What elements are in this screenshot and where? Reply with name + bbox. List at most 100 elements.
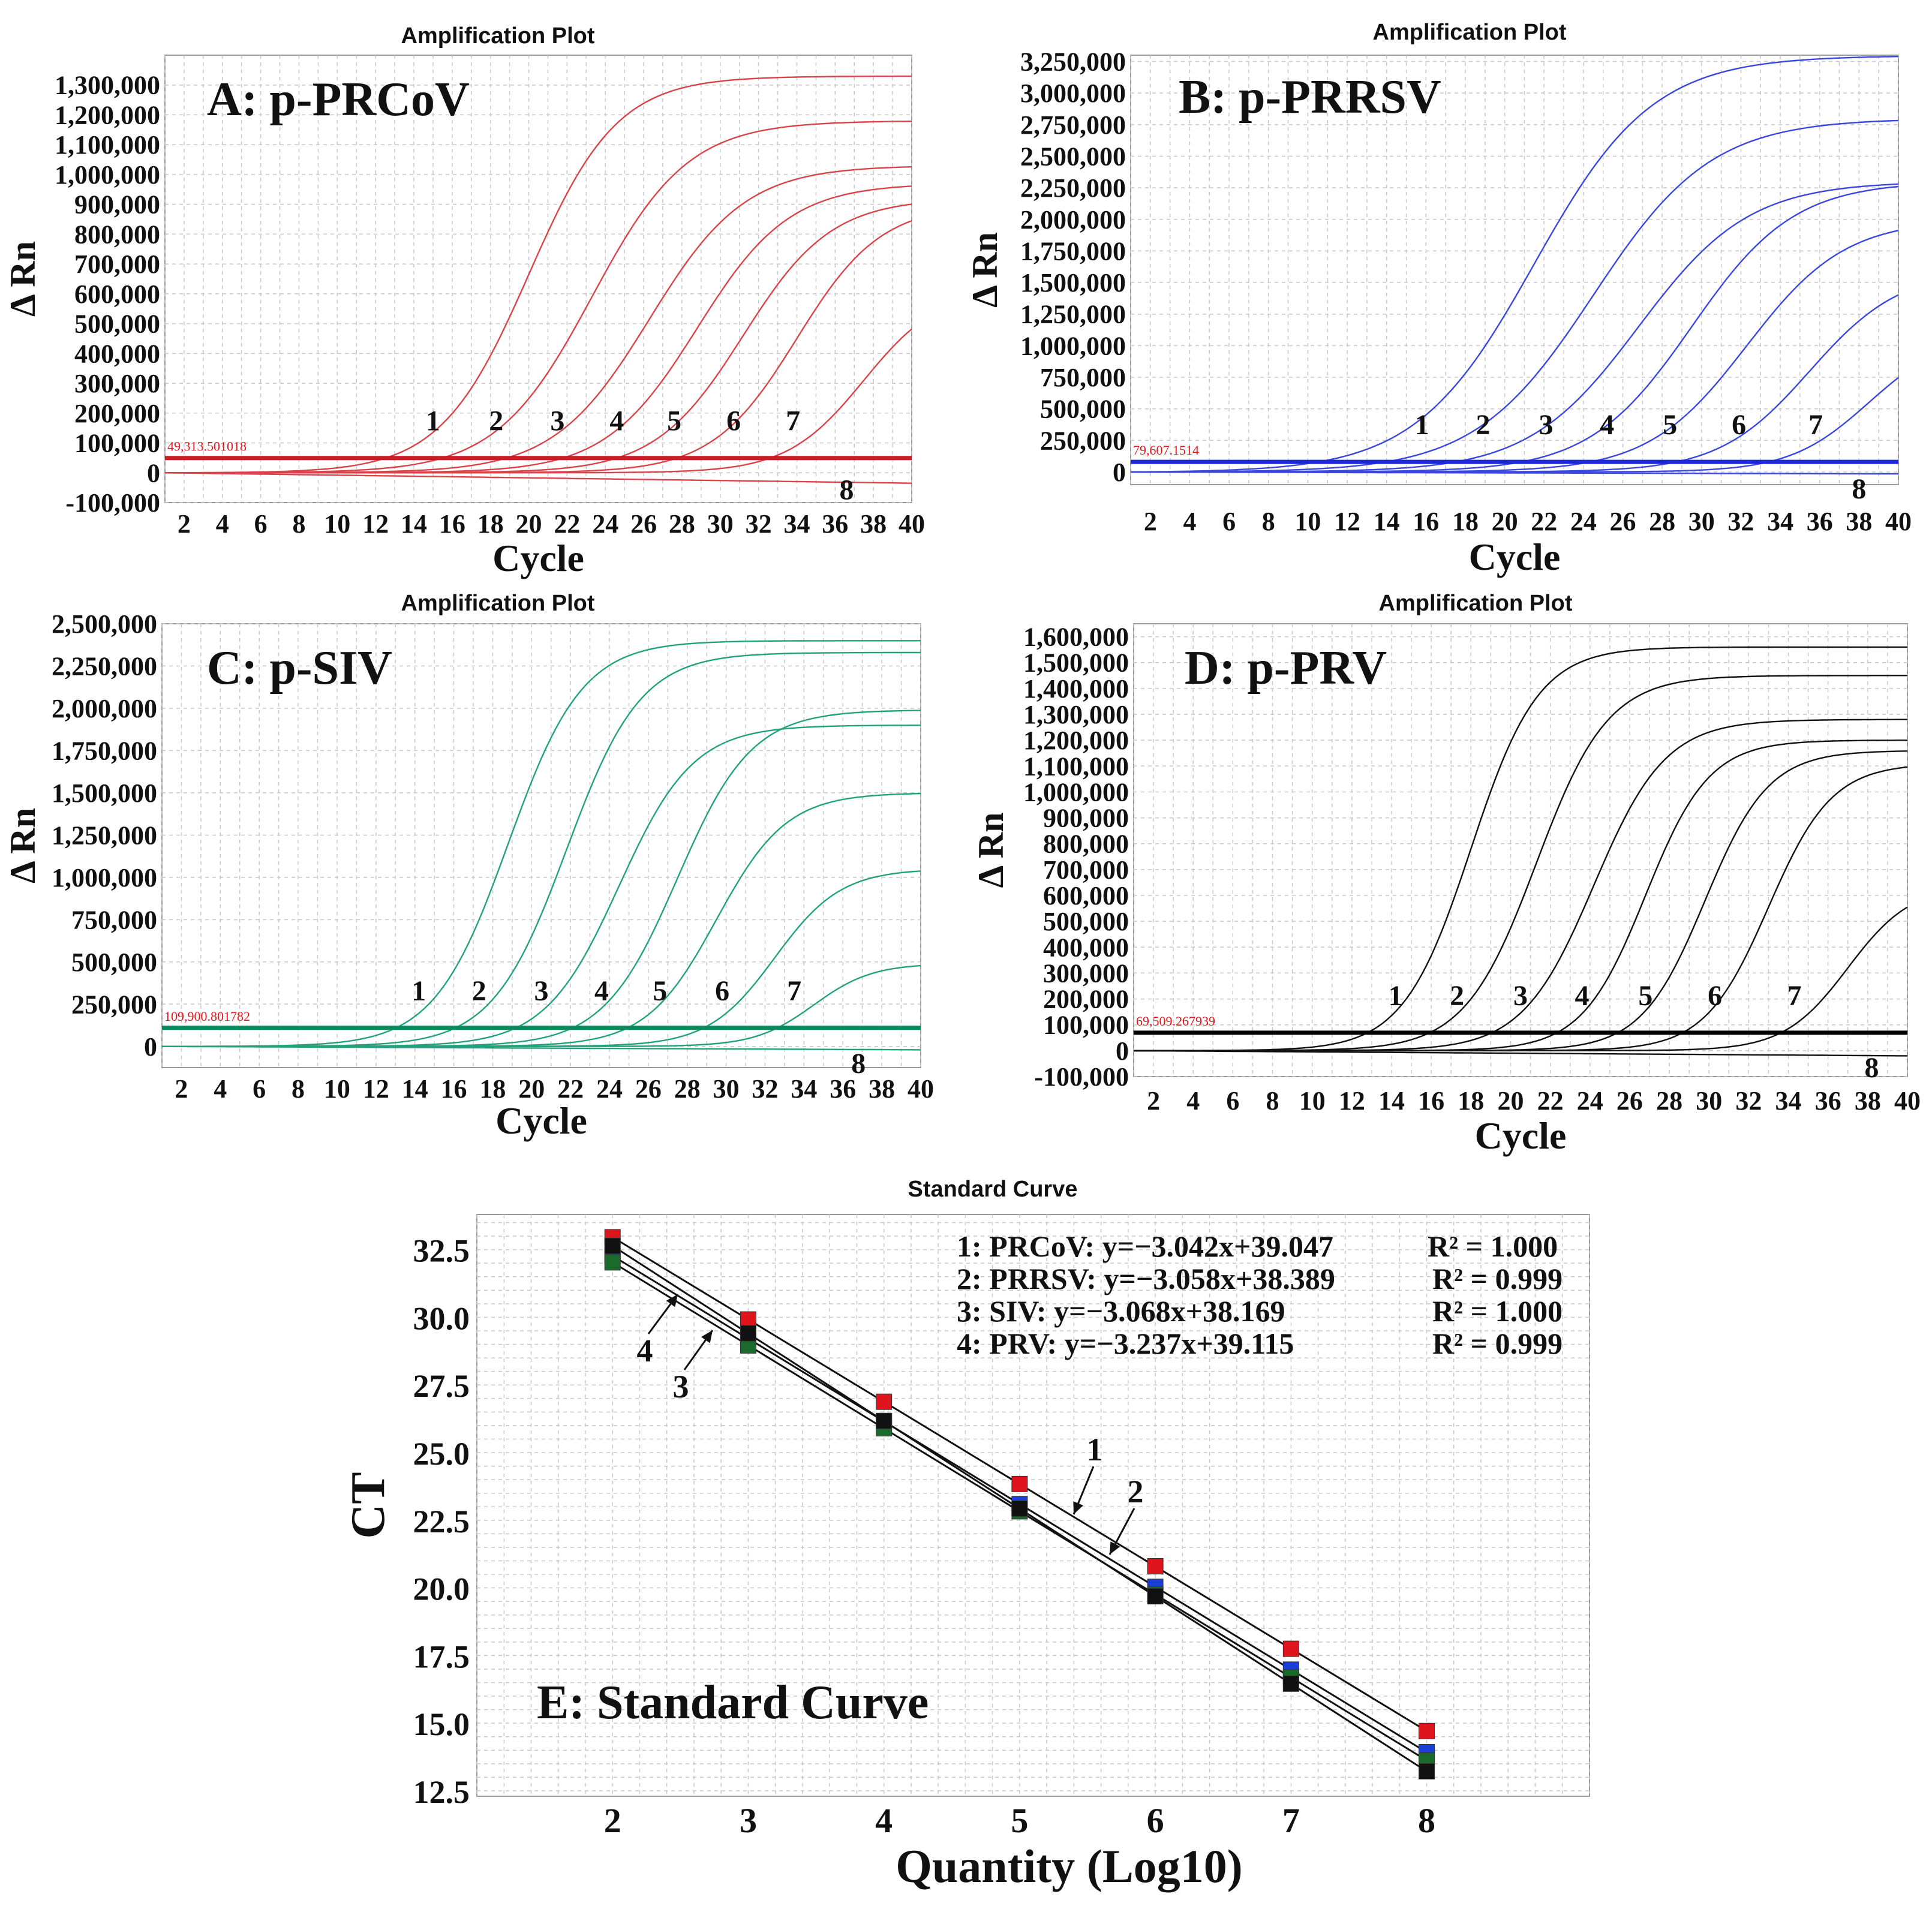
x-tick-label: 10 [324,1074,350,1104]
curve-label-5: 5 [653,975,667,1007]
chart-title: Amplification Plot [401,591,595,616]
y-tick-label: 27.5 [413,1368,470,1404]
y-tick-label: 700,000 [1043,855,1129,885]
point-prv [1147,1588,1164,1605]
x-tick-label: 20 [1492,507,1518,536]
r-squared-3: R² = 1.000 [1432,1294,1563,1328]
y-tick-label: 300,000 [74,369,160,398]
y-tick-label: 900,000 [1043,804,1129,833]
x-tick-label: 22 [554,509,580,539]
y-tick-label: 1,250,000 [52,820,157,850]
y-tick-label: 100,000 [1043,1011,1129,1040]
threshold-label: 49,313.501018 [167,439,247,454]
x-tick-label: 6 [1226,1086,1239,1116]
x-tick-label: 38 [1855,1086,1881,1116]
equation-2: 2: PRRSV: y=−3.058x+38.389 [957,1262,1335,1295]
y-tick-label: 1,500,000 [1020,268,1126,297]
point-prv [740,1325,756,1342]
x-tick-label: 38 [860,509,887,539]
point-prv [876,1412,893,1429]
curve-label-7: 7 [1808,409,1823,441]
curve-label-2: 2 [1450,980,1464,1012]
point-prv [1011,1500,1028,1517]
y-tick-label: 1,300,000 [1023,700,1129,729]
chart-title: Standard Curve [908,1177,1078,1202]
x-tick-label: 4 [216,509,229,539]
point-prcov [876,1393,893,1410]
x-axis-label: Cycle [492,537,584,579]
curve-label-3: 3 [534,975,549,1007]
y-tick-label: 600,000 [1043,881,1129,910]
y-tick-label: 100,000 [74,429,160,458]
x-tick-label: 30 [1688,507,1715,536]
curve-label-1: 1 [1415,409,1429,441]
y-tick-label: 800,000 [74,220,160,249]
y-tick-label: 2,500,000 [52,609,157,639]
point-prcov [1419,1722,1435,1739]
x-tick-label: 6 [1147,1801,1164,1840]
curve-label-1: 1 [411,975,426,1007]
chart-title: Amplification Plot [1379,591,1573,616]
y-tick-label: 1,600,000 [1023,623,1129,652]
x-tick-label: 22 [1537,1086,1564,1116]
x-tick-label: 2 [604,1801,621,1840]
x-tick-label: 6 [254,509,268,539]
y-tick-label: 500,000 [1043,907,1129,936]
y-tick-label: 20.0 [413,1571,470,1607]
panel-label: A: p-PRCoV [207,73,470,126]
point-siv [604,1254,621,1271]
x-tick-label: 8 [292,1074,305,1104]
curve-label-2: 2 [1476,409,1490,441]
arrow-head [666,1294,678,1307]
curve-label-4: 4 [1600,409,1614,441]
y-tick-label: 1,000,000 [1020,331,1126,360]
y-axis-label: Δ Rn [971,812,1011,888]
curve-label-2: 2 [472,975,486,1007]
y-tick-label: 12.5 [413,1774,470,1810]
x-tick-label: 2 [1144,507,1157,536]
x-tick-label: 18 [477,509,504,539]
y-tick-label: 2,000,000 [52,694,157,723]
threshold-label: 109,900.801782 [164,1009,250,1024]
curve-label-1: 1 [1389,980,1403,1012]
equation-4: 4: PRV: y=−3.237x+39.115 [957,1327,1294,1360]
curve-label-7: 7 [786,405,800,437]
point-prcov [1011,1475,1028,1492]
series-group [1134,646,1908,1057]
x-tick-label: 32 [1735,1086,1762,1116]
x-tick-label: 14 [401,509,427,539]
y-tick-label: 400,000 [74,339,160,368]
curve-label-4: 4 [594,975,609,1007]
y-tick-label: 250,000 [1040,426,1126,455]
data-points [604,1229,1435,1779]
y-tick-label: 750,000 [1040,363,1126,392]
threshold-label: 79,607.1514 [1133,443,1199,458]
series-line-4 [1131,185,1899,473]
series-line-5 [162,792,921,1047]
y-tick-label: 800,000 [1043,829,1129,859]
y-tick-label: 2,750,000 [1020,110,1126,140]
x-tick-label: 30 [707,509,734,539]
x-tick-label: 16 [1418,1086,1444,1116]
y-tick-label: 1,200,000 [55,100,160,130]
series-line-6 [162,870,921,1047]
y-tick-label: 3,000,000 [1020,79,1126,108]
x-tick-label: 16 [441,1074,467,1104]
arrow-annotations: 12 34 [637,1294,1144,1555]
x-tick-label: 22 [1531,507,1557,536]
curve-label-6: 6 [1732,409,1746,441]
x-tick-label: 40 [1894,1086,1921,1116]
y-tick-label: 17.5 [413,1639,470,1674]
x-tick-label: 40 [908,1074,934,1104]
series-line-3 [1131,183,1899,473]
x-tick-label: 26 [630,509,657,539]
x-tick-label: 18 [1452,507,1479,536]
y-tick-label: 1,200,000 [1023,726,1129,755]
y-tick-label: 1,750,000 [52,736,157,765]
curve-label-6: 6 [726,405,741,437]
arrow-head [1110,1541,1120,1555]
chart-e: Standard Curve12.515.017.520.022.525.027… [342,1177,1590,1892]
x-tick-label: 4 [875,1801,893,1840]
series-group [164,75,912,484]
x-tick-label: 8 [292,509,305,539]
